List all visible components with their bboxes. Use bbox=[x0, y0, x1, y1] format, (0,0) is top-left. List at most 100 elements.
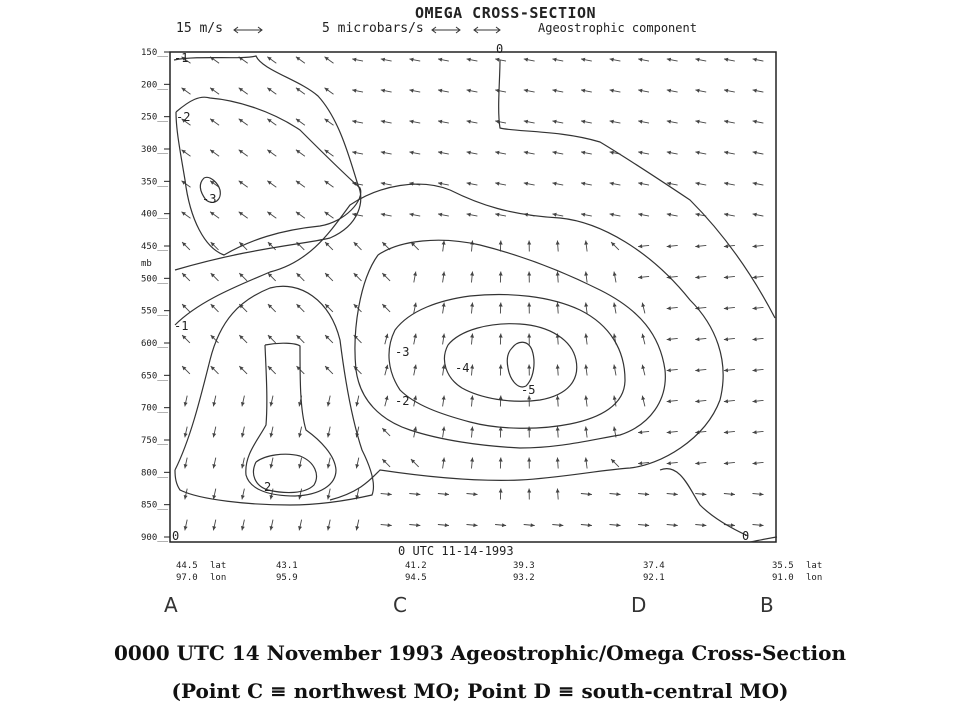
wind-vector bbox=[552, 119, 564, 124]
wind-vector bbox=[238, 272, 248, 282]
wind-vector bbox=[353, 241, 362, 251]
wind-vector-head bbox=[210, 87, 215, 92]
wind-vector bbox=[183, 457, 188, 469]
wind-vector bbox=[752, 492, 764, 497]
wind-vector-head bbox=[353, 242, 358, 247]
wind-vector-head bbox=[641, 364, 646, 369]
wind-vector bbox=[267, 241, 277, 251]
wind-vector bbox=[584, 302, 589, 314]
wind-vector-head bbox=[238, 118, 244, 123]
wind-vector-head bbox=[695, 212, 700, 217]
wind-vector bbox=[352, 119, 364, 124]
wind-vector-head bbox=[267, 56, 272, 61]
wind-vector-head bbox=[495, 119, 500, 124]
scale-arrows bbox=[233, 26, 501, 34]
wind-vector-head bbox=[723, 430, 729, 435]
wind-vector-head bbox=[498, 426, 503, 431]
wind-vector bbox=[695, 337, 707, 342]
y-tick-label: 350__ bbox=[141, 177, 169, 187]
wind-vector bbox=[380, 88, 392, 93]
wind-vector-head bbox=[723, 337, 729, 342]
wind-vector-head bbox=[409, 150, 414, 155]
wind-vector-head bbox=[552, 212, 557, 217]
wind-vector bbox=[580, 119, 592, 124]
wind-vector-head bbox=[498, 302, 503, 307]
wind-vector bbox=[584, 240, 589, 252]
contour-label: -5 bbox=[521, 383, 535, 397]
contour-minus2-mid bbox=[354, 239, 666, 449]
wind-vector-head bbox=[295, 56, 301, 61]
contour-minus1-mid bbox=[174, 183, 724, 501]
wind-vector bbox=[612, 395, 617, 407]
wind-vector-head bbox=[641, 302, 646, 307]
wind-vector-head bbox=[324, 180, 329, 185]
wind-vector bbox=[498, 302, 503, 314]
wind-vector-head bbox=[527, 333, 532, 338]
wind-vector bbox=[752, 368, 764, 373]
wind-vector-head bbox=[724, 150, 729, 155]
wind-vector bbox=[355, 395, 360, 407]
wind-vector bbox=[380, 523, 392, 528]
wind-vector bbox=[638, 244, 650, 249]
wind-vector-head bbox=[238, 149, 244, 154]
wind-vector bbox=[470, 271, 475, 283]
wind-vector bbox=[267, 56, 277, 64]
wind-vector-head bbox=[413, 395, 418, 400]
wind-vector bbox=[384, 395, 389, 407]
wind-vector-head bbox=[752, 337, 757, 342]
wind-vector bbox=[695, 88, 707, 93]
wind-vector-head bbox=[587, 523, 592, 528]
wind-vector-head bbox=[441, 364, 446, 369]
wind-vector-head bbox=[752, 57, 757, 62]
contour-label: -3 bbox=[395, 345, 409, 359]
wind-vector bbox=[298, 519, 303, 531]
x-lon-label: 93.2 bbox=[513, 573, 535, 583]
wind-vector-head bbox=[673, 523, 678, 528]
wind-vector bbox=[666, 399, 678, 404]
wind-vector bbox=[523, 119, 535, 124]
wind-vector-head bbox=[527, 457, 532, 462]
wind-vector-head bbox=[182, 242, 187, 247]
wind-vector-head bbox=[666, 150, 672, 155]
wind-vector-head bbox=[438, 212, 443, 217]
wind-vector bbox=[352, 57, 364, 62]
wind-vector bbox=[381, 458, 391, 468]
wind-vector-head bbox=[182, 335, 187, 340]
wind-vector bbox=[752, 119, 764, 124]
wind-vector bbox=[413, 302, 418, 314]
wind-vector-head bbox=[413, 302, 418, 307]
wind-vector-head bbox=[269, 495, 274, 500]
wind-vector bbox=[324, 241, 334, 251]
wind-vector-head bbox=[239, 273, 244, 278]
wind-vector bbox=[437, 492, 449, 497]
y-tick-label: 900__ bbox=[141, 533, 169, 543]
wind-vector-head bbox=[527, 302, 532, 307]
wind-vector bbox=[209, 87, 220, 95]
wind-vector-head bbox=[182, 273, 187, 278]
wind-vector-head bbox=[498, 333, 503, 338]
wind-vector bbox=[695, 150, 707, 155]
wind-vector bbox=[437, 119, 449, 124]
wind-vector bbox=[212, 519, 217, 531]
contour-minus3-mid bbox=[388, 293, 626, 429]
lon-label: lon bbox=[210, 573, 226, 583]
wind-vector bbox=[609, 523, 621, 528]
wind-vector bbox=[298, 488, 303, 500]
contour-label: -2 bbox=[395, 394, 409, 408]
wind-vector-head bbox=[695, 244, 700, 249]
omega-scale-arrowhead-left bbox=[431, 26, 437, 34]
wind-vector-head bbox=[559, 523, 564, 528]
wind-vector-head bbox=[182, 304, 187, 309]
wind-vector bbox=[723, 88, 735, 93]
wind-vector-head bbox=[752, 461, 757, 466]
wind-vector-head bbox=[612, 271, 617, 276]
wind-vector bbox=[666, 430, 678, 435]
wind-vector bbox=[552, 57, 564, 62]
wind-vector-head bbox=[641, 333, 646, 338]
wind-vector-head bbox=[523, 150, 529, 155]
wind-vector-head bbox=[695, 57, 700, 62]
wind-vector bbox=[181, 334, 191, 344]
wind-vector-head bbox=[295, 87, 301, 92]
y-tick-label: 600__ bbox=[141, 339, 169, 349]
